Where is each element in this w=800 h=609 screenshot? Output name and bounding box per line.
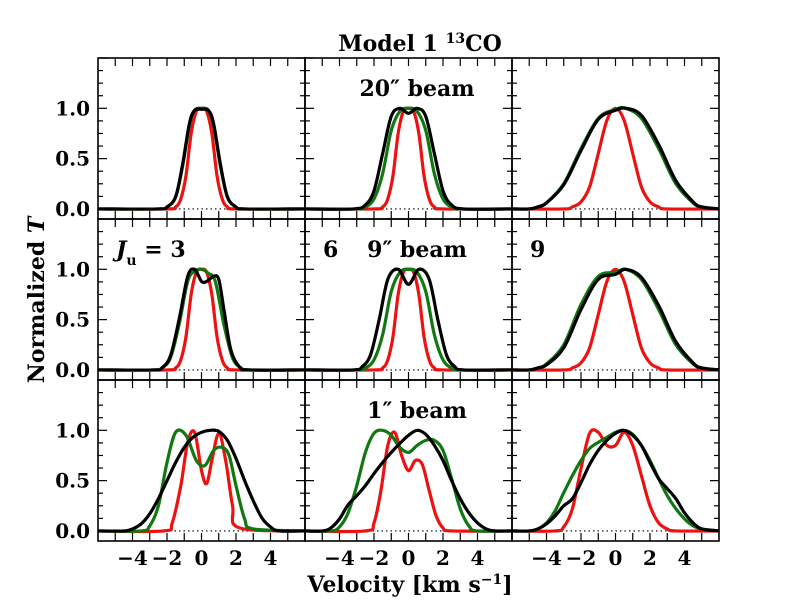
series-line-black bbox=[305, 106, 512, 211]
panel-r1-c2: 9 bbox=[511, 218, 720, 381]
series-group bbox=[512, 105, 719, 211]
series-group bbox=[98, 428, 305, 534]
panel-r2-c0: 0.0 0.5 1.0 −4 −2 0 2 4 bbox=[55, 379, 306, 570]
series-group bbox=[305, 428, 512, 534]
series-line-black bbox=[98, 267, 305, 372]
y-tick-label: 0.0 bbox=[55, 197, 90, 221]
x-tick-label: 4 bbox=[471, 546, 485, 570]
series-line-green bbox=[98, 267, 305, 372]
series-group bbox=[305, 267, 512, 372]
x-tick-label: −2 bbox=[566, 546, 597, 570]
series-line-green bbox=[512, 105, 719, 211]
y-tick-label: 0.5 bbox=[55, 147, 90, 171]
x-axis-label: Velocity [km s−1] bbox=[306, 572, 512, 598]
x-tick-label: 0 bbox=[609, 546, 623, 570]
x-tick-label: −2 bbox=[359, 546, 390, 570]
series-line-black bbox=[305, 267, 512, 372]
y-tick-label: 1.0 bbox=[55, 96, 90, 120]
series-line-green bbox=[98, 106, 305, 211]
x-tick-label: 2 bbox=[229, 546, 243, 570]
series-line-green bbox=[512, 267, 719, 372]
series-line-red bbox=[98, 106, 305, 211]
y-tick-label: 0.5 bbox=[55, 308, 90, 332]
series-line-red bbox=[98, 429, 305, 534]
series-group bbox=[512, 267, 719, 372]
y-tick-label: 0.0 bbox=[55, 358, 90, 382]
series-group bbox=[512, 428, 719, 533]
x-tick-label: −4 bbox=[117, 546, 148, 570]
series-group bbox=[98, 106, 305, 211]
panel-r0-c1: 20″ beam bbox=[304, 57, 513, 220]
x-tick-label: 2 bbox=[436, 546, 450, 570]
series-line-black bbox=[98, 428, 305, 533]
x-tick-label: 0 bbox=[402, 546, 416, 570]
panel-r1-c0: 0.0 0.5 1.0 Ju = 3 bbox=[55, 218, 306, 382]
y-tick-label: 1.0 bbox=[55, 418, 90, 442]
x-tick-label: 4 bbox=[678, 546, 692, 570]
series-line-green bbox=[305, 267, 512, 372]
beam-label: 1″ beam bbox=[367, 398, 467, 424]
panel-r0-c2 bbox=[511, 57, 720, 220]
y-axis-label: Normalized T bbox=[24, 215, 50, 383]
panel-r0-c0: 0.0 0.5 1.0 bbox=[55, 57, 306, 221]
series-line-black bbox=[512, 428, 719, 533]
y-tick-label: 0.0 bbox=[55, 519, 90, 543]
series-group bbox=[305, 106, 512, 211]
x-tick-label: 2 bbox=[643, 546, 657, 570]
series-line-red bbox=[305, 106, 512, 211]
beam-label: 9″ beam bbox=[367, 237, 467, 263]
beam-label: 20″ beam bbox=[359, 76, 474, 102]
x-tick-label: 0 bbox=[195, 546, 209, 570]
series-line-red bbox=[512, 106, 719, 211]
panel-frame bbox=[97, 57, 306, 220]
series-line-green bbox=[98, 428, 305, 533]
series-line-black bbox=[512, 106, 719, 211]
panel-r1-c1: 9″ beam 6 bbox=[304, 218, 513, 381]
figure-title: Model 1 13CO bbox=[338, 31, 502, 57]
y-tick-label: 0.5 bbox=[55, 469, 90, 493]
j-label: 6 bbox=[323, 237, 338, 263]
series-line-red bbox=[512, 267, 719, 372]
x-tick-label: 4 bbox=[264, 546, 278, 570]
series-line-black bbox=[305, 428, 512, 533]
panel-r2-c2: −4 −2 0 2 4 bbox=[511, 379, 720, 570]
panel-frame bbox=[97, 379, 306, 542]
panel-r2-c1: −4 −2 0 2 4 1″ beam bbox=[304, 379, 513, 570]
j-label: 9 bbox=[530, 237, 545, 263]
x-tick-label: −4 bbox=[324, 546, 355, 570]
series-line-red bbox=[512, 428, 719, 533]
series-line-green bbox=[305, 428, 512, 533]
series-line-green bbox=[305, 106, 512, 211]
series-line-red bbox=[305, 430, 512, 534]
series-line-black bbox=[98, 107, 305, 211]
panel-frame bbox=[97, 218, 306, 381]
j-label: Ju = 3 bbox=[112, 237, 186, 269]
x-tick-label: −2 bbox=[152, 546, 183, 570]
series-line-black bbox=[512, 267, 719, 372]
series-group bbox=[98, 267, 305, 372]
series-line-red bbox=[98, 267, 305, 372]
x-tick-label: −4 bbox=[531, 546, 562, 570]
y-tick-label: 1.0 bbox=[55, 257, 90, 281]
panels-layer: 0.0 0.5 1.0 20″ beam 0.0 0.5 1.0 Ju = 3 9″ beam 6… bbox=[55, 57, 720, 570]
